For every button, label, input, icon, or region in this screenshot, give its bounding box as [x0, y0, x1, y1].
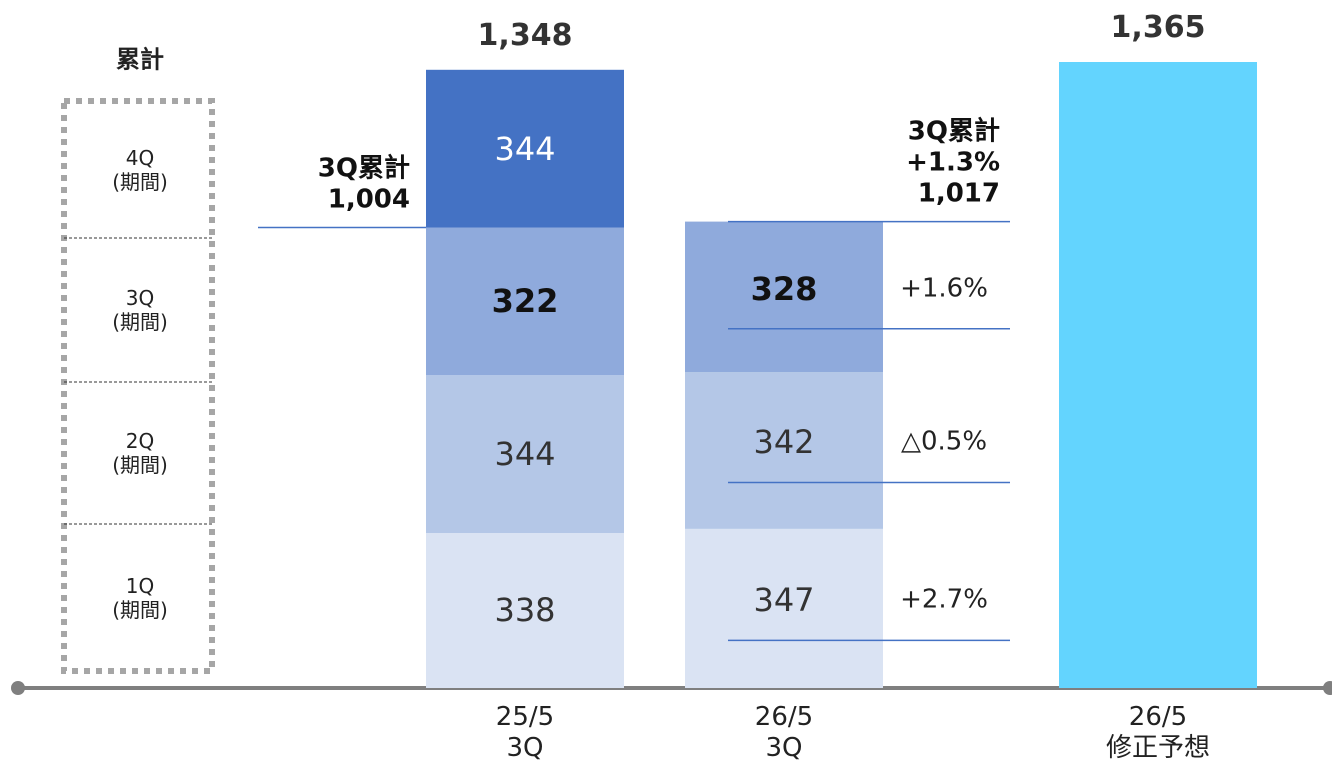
legend-label: 2Q (期間)	[112, 429, 168, 477]
bar-segment	[426, 227, 624, 376]
x-tick-label: 26/5 修正予想	[1105, 701, 1211, 763]
bar-segment	[426, 532, 624, 688]
bar-segment	[685, 221, 883, 373]
segment-label: 342	[753, 423, 815, 462]
legend-box	[61, 98, 215, 674]
growth-label: △0.5%	[900, 426, 988, 457]
legend-title: 累計	[116, 45, 164, 74]
axis-end	[11, 681, 25, 695]
growth-label: +2.7%	[900, 584, 988, 615]
axis-end	[1323, 681, 1332, 695]
segment-label: 328	[750, 269, 818, 308]
bar-segment	[685, 528, 883, 688]
segment-label: 344	[494, 434, 556, 473]
bar-segment	[1059, 62, 1257, 688]
x-tick-label: 25/5 3Q	[495, 701, 555, 763]
annotation: 3Q累計 +1.3% 1,017	[906, 116, 1000, 209]
segment-label: 322	[491, 282, 559, 321]
segment-label: 347	[753, 581, 815, 620]
total-label: 1,365	[1110, 10, 1206, 45]
bar-segment	[426, 69, 624, 228]
legend-label: 4Q (期間)	[112, 145, 168, 194]
x-tick-label: 26/5 3Q	[754, 701, 814, 763]
bar-segment	[685, 372, 883, 529]
legend-label: 3Q (期間)	[112, 286, 168, 334]
bar-segment	[426, 375, 624, 533]
total-label: 1,348	[477, 17, 573, 53]
growth-label: +1.6%	[900, 273, 988, 304]
segment-label: 338	[494, 591, 556, 630]
segment-label: 344	[494, 129, 556, 168]
legend-label: 1Q (期間)	[112, 573, 168, 622]
annotation: 3Q累計 1,004	[317, 153, 410, 215]
